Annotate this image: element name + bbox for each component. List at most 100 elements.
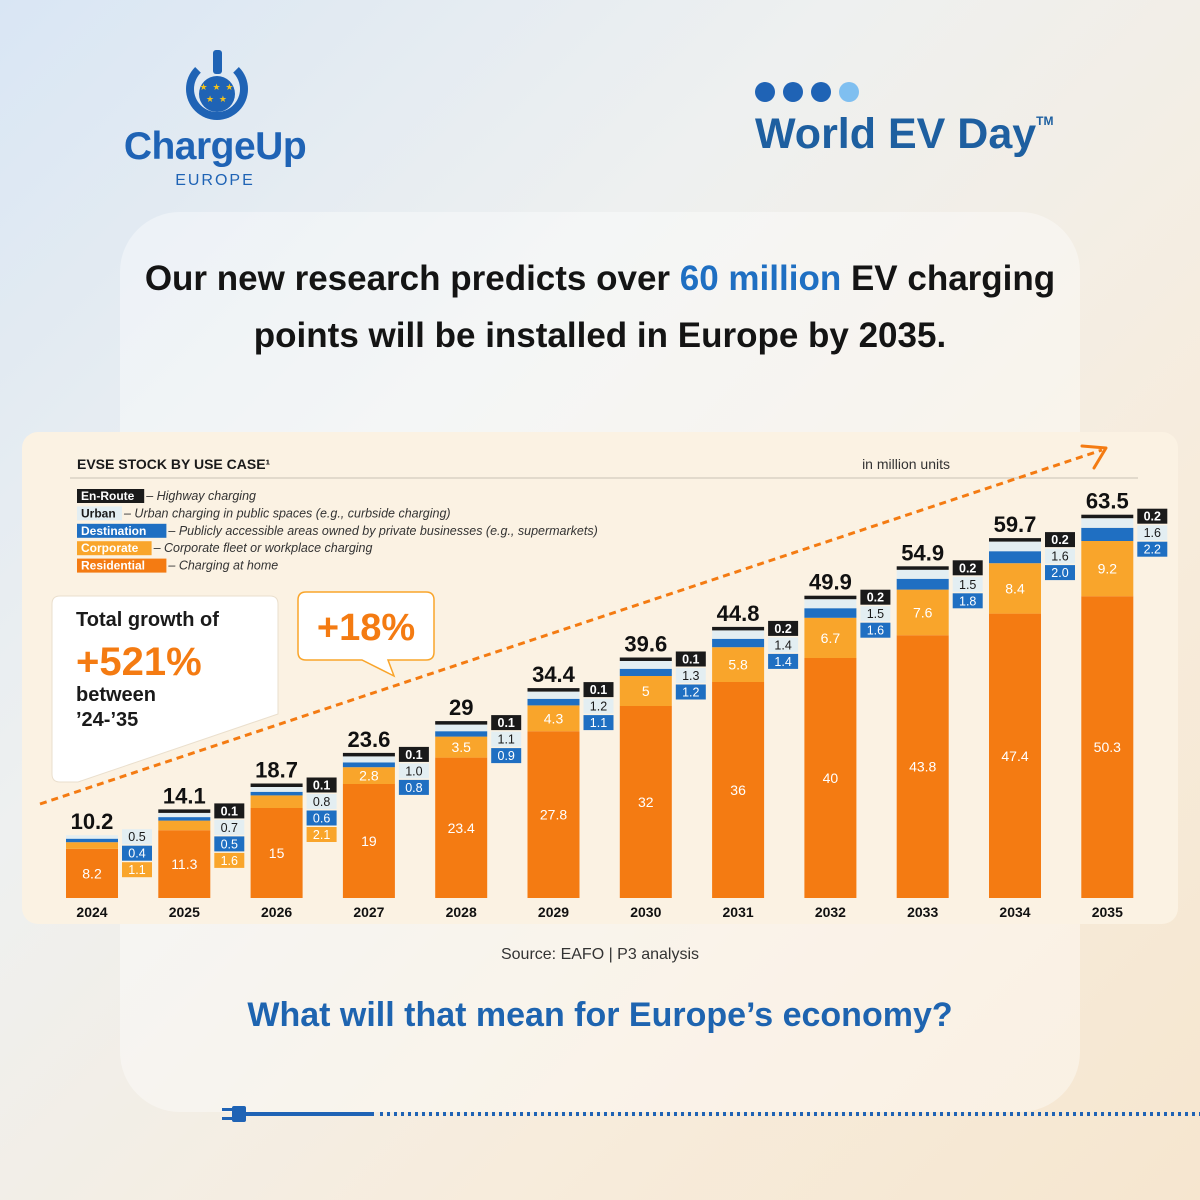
headline: Our new research predicts over 60 millio…: [120, 250, 1080, 364]
callout-big: +521%: [76, 640, 202, 684]
total-label-2024: 10.2: [71, 809, 114, 834]
chip-en-route-2032: [860, 589, 891, 605]
bar-corporate-2025: [158, 820, 211, 831]
legend-label-en-route: En-Route: [81, 489, 135, 503]
evse-stock-chart: EVSE STOCK BY USE CASE¹ in million units E…: [39, 444, 1168, 920]
chip-en-route-2025: [214, 803, 245, 819]
chip-urban-2030: [675, 668, 706, 683]
value-label-residential-2028: 23.4: [448, 820, 475, 836]
bar-urban-2035: [1081, 518, 1134, 528]
bar-residential-2031: [712, 682, 765, 898]
value-label-destination-2024: 0.4: [128, 847, 145, 861]
value-label-residential-2027: 19: [361, 833, 377, 849]
headline-highlight: 60 million: [679, 259, 842, 298]
bar-residential-2030: [619, 706, 672, 898]
bar-urban-2026: [250, 787, 303, 792]
value-label-corporate-2031: 5.8: [728, 657, 748, 673]
world-ev-day-logo: World EV DayTM: [755, 82, 1075, 162]
value-label-destination-2025: 0.5: [221, 837, 238, 851]
chip-urban-2024: [122, 829, 152, 845]
bar-residential-2026: [250, 808, 303, 898]
bar-residential-2025: [158, 830, 211, 898]
plug-icon: [222, 1106, 266, 1122]
value-label-destination-2035: 2.2: [1144, 543, 1161, 557]
year-label-2024: 2024: [76, 904, 107, 920]
chip-urban-2034: [1045, 548, 1075, 564]
value-label-en-route-2033: 0.2: [959, 561, 976, 575]
bar-residential-2027: [342, 784, 395, 898]
chip-urban-2027: [398, 763, 429, 779]
legend-swatch-en-route: [77, 489, 145, 503]
total-label-2025: 14.1: [163, 783, 206, 808]
bar-corporate-2029: [527, 705, 580, 732]
chip-destination-2028: [491, 748, 522, 764]
value-label-destination-2027: 0.8: [405, 781, 422, 795]
bar-corporate-2027: [342, 767, 395, 784]
chart-title: EVSE STOCK BY USE CASE¹: [77, 456, 271, 472]
value-label-destination-2031: 1.4: [774, 655, 791, 669]
bar-destination-2035: [1081, 527, 1134, 541]
bar-en-route-2027: [342, 752, 395, 757]
bar-destination-2033: [896, 578, 949, 590]
chip-corporate-2024: [122, 862, 152, 878]
chip-urban-2025: [214, 819, 245, 835]
chip-urban-2035: [1137, 525, 1168, 541]
value-label-en-route-2025: 0.1: [221, 804, 238, 818]
value-label-destination-2030: 1.2: [682, 686, 699, 700]
value-label-residential-2026: 15: [269, 845, 285, 861]
year-label-2035: 2035: [1092, 904, 1123, 920]
bar-destination-2024: [66, 838, 118, 843]
value-label-en-route-2031: 0.2: [774, 622, 791, 636]
source-note: Source: EAFO | P3 analysis: [500, 946, 699, 963]
bar-destination-2034: [989, 551, 1041, 564]
bar-corporate-2031: [712, 647, 765, 682]
value-label-destination-2026: 0.6: [313, 812, 330, 826]
closing-question: What will that mean for Europe’s economy…: [247, 996, 953, 1034]
bar-corporate-2034: [989, 563, 1041, 614]
value-label-urban-2034: 1.6: [1051, 550, 1068, 564]
year-label-2032: 2032: [815, 904, 846, 920]
chip-destination-2035: [1137, 541, 1168, 557]
unit-label: in million units: [862, 456, 950, 472]
chip-urban-2029: [583, 698, 614, 714]
bar-en-route-2028: [435, 721, 488, 725]
bar-corporate-2030: [619, 676, 672, 706]
chip-en-route-2027: [398, 746, 429, 762]
value-label-en-route-2028: 0.1: [498, 716, 515, 730]
chip-en-route-2035: [1137, 508, 1168, 524]
year-label-2026: 2026: [261, 904, 292, 920]
value-label-corporate-2033: 7.6: [913, 604, 933, 620]
value-label-destination-2028: 0.9: [498, 749, 515, 763]
value-label-en-route-2026: 0.1: [313, 779, 330, 793]
total-growth-callout: [51, 595, 279, 783]
chip-corporate-2026: [306, 827, 337, 842]
bar-urban-2030: [619, 661, 672, 669]
value-label-residential-2029: 27.8: [540, 807, 567, 823]
chip-corporate-2025: [214, 852, 245, 868]
total-label-2029: 34.4: [532, 662, 576, 687]
bar-urban-2033: [896, 569, 949, 579]
value-label-destination-2029: 1.1: [590, 716, 607, 730]
chip-urban-2032: [860, 606, 891, 622]
total-label-2035: 63.5: [1086, 489, 1129, 514]
chip-destination-2029: [583, 715, 614, 731]
bar-urban-2028: [435, 724, 488, 732]
value-label-en-route-2030: 0.1: [682, 653, 699, 667]
value-label-destination-2033: 1.8: [959, 594, 976, 608]
chip-destination-2032: [860, 622, 891, 638]
bar-corporate-2024: [66, 842, 118, 849]
bar-residential-2029: [527, 731, 580, 898]
value-label-urban-2027: 1.0: [405, 764, 422, 778]
legend-desc-residential: – Charging at home: [167, 559, 278, 573]
legend-desc-en-route: – Highway charging: [145, 489, 256, 503]
value-label-en-route-2032: 0.2: [867, 591, 884, 605]
legend-swatch-destination: [77, 523, 167, 538]
chip-en-route-2029: [583, 682, 614, 698]
value-label-corporate-2034: 8.4: [1005, 580, 1025, 596]
bar-destination-2025: [158, 817, 211, 821]
value-label-corporate-2032: 6.7: [821, 630, 841, 646]
chip-destination-2031: [768, 653, 799, 669]
headline-pre: Our new research predicts over: [144, 259, 680, 298]
value-label-urban-2035: 1.6: [1144, 526, 1161, 540]
bar-en-route-2035: [1081, 514, 1134, 519]
